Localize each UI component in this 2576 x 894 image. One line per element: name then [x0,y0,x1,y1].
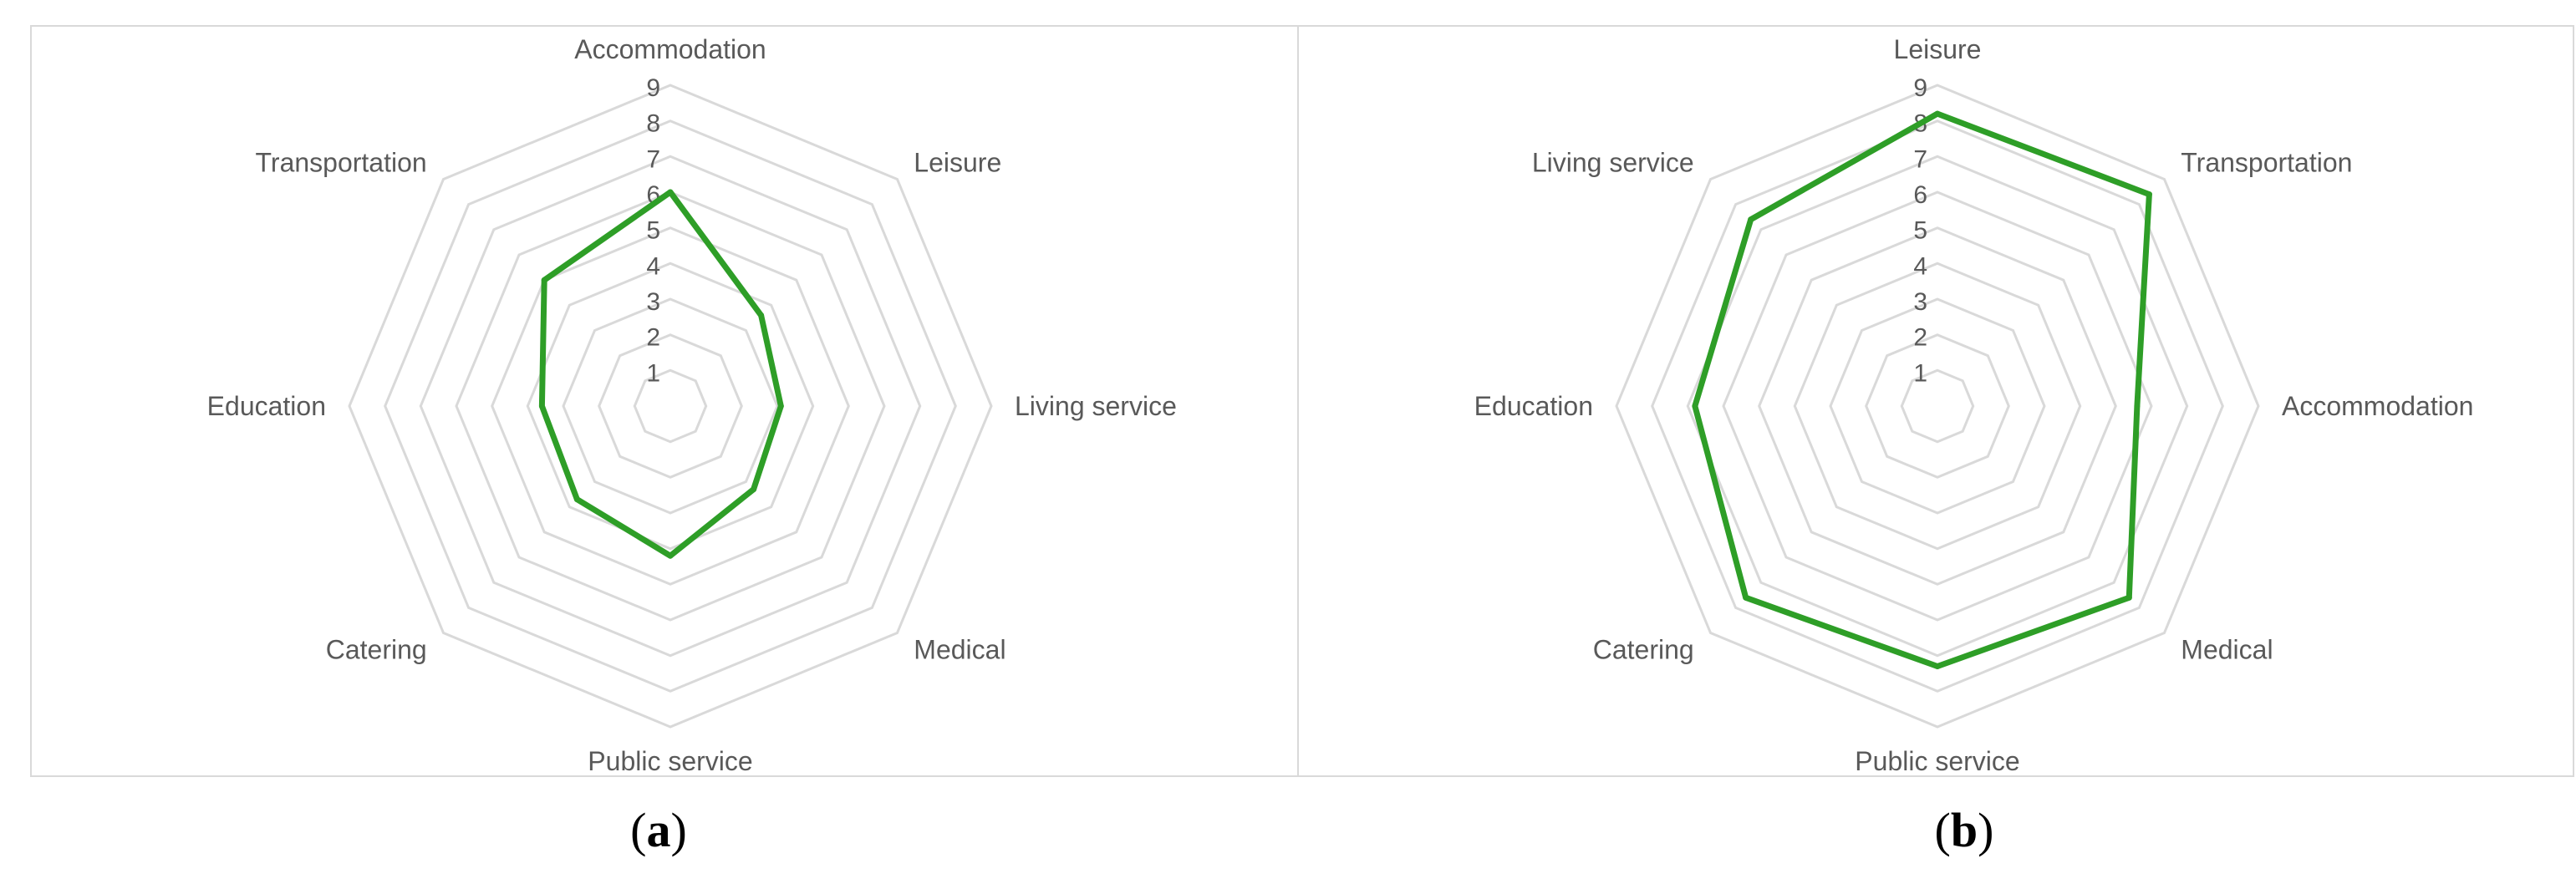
tick-label-1: 1 [646,359,660,387]
grid-ring-3 [562,297,779,515]
grid-ring-1 [633,368,708,444]
tick-label-2: 2 [646,324,660,352]
caption-a-letter: a [646,803,671,857]
tick-label-4: 4 [1913,252,1927,280]
radar-chart-a: 1 2 3 4 5 6 7 8 9 Accommodation Leisure Living serv… [30,25,1307,777]
data-point-accommodation [2134,403,2141,409]
grid-ring-5 [491,226,850,586]
data-point-public-service [1934,663,1941,669]
grid-ring-9 [1615,84,2260,729]
data-point-leisure [1934,110,1941,117]
grid-ring-2 [1865,333,2010,479]
radar-grid [348,84,993,729]
axis-label-living-service: Living service [1015,391,1177,421]
radar-grid [1615,84,2260,729]
axis-label-leisure: Leisure [1894,34,1982,64]
data-point-catering [1743,594,1749,601]
tick-label-9: 9 [646,74,660,102]
axis-label-catering: Catering [326,634,427,664]
axis-label-transportation: Transportation [2181,148,2352,178]
grid-ring-9 [348,84,993,729]
grid-ring-8 [384,119,957,693]
axis-label-accommodation: Accommodation [574,34,766,64]
data-point-accommodation [667,189,674,196]
data-point-medical [751,486,757,493]
axis-label-public-service: Public service [1855,746,2019,776]
tick-label-6: 6 [1913,181,1927,209]
grid-ring-6 [455,190,886,622]
axis-label-medical: Medical [914,634,1005,664]
data-point-catering [573,496,580,503]
data-point-education [1692,403,1698,409]
tick-label-7: 7 [646,145,660,173]
grid-ring-7 [419,155,922,658]
tick-label-2: 2 [1913,324,1927,352]
data-point-medical [2125,594,2132,601]
data-point-living-service [1748,216,1754,223]
data-point-living-service [777,403,784,409]
tick-label-3: 3 [1913,288,1927,316]
data-point-transportation [2146,191,2152,198]
data-point-education [538,403,545,409]
caption-b-letter: b [1950,803,1978,857]
data-point-public-service [667,552,674,559]
grid-ring-4 [1793,262,2082,551]
axis-label-transportation: Transportation [256,148,427,178]
axis-label-accommodation: Accommodation [2282,391,2473,421]
tick-label-7: 7 [1913,145,1927,173]
data-point-leisure [758,312,765,318]
grid-ring-4 [526,262,815,551]
tick-label-5: 5 [1913,217,1927,245]
axis-label-catering: Catering [1593,634,1694,664]
tick-label-5: 5 [646,217,660,245]
axis-label-living-service: Living service [1532,148,1694,178]
axis-label-leisure: Leisure [914,148,1001,178]
tick-label-1: 1 [1913,359,1927,387]
grid-ring-5 [1758,226,2117,586]
grid-ring-6 [1722,190,2153,622]
grid-ring-7 [1686,155,2189,658]
tick-label-4: 4 [646,252,660,280]
radar-chart-b: 1 2 3 4 5 6 7 8 9 Leisure Transportation Accommodat… [1297,25,2574,777]
grid-ring-3 [1829,297,2046,515]
tick-label-9: 9 [1913,74,1927,102]
tick-label-3: 3 [646,288,660,316]
axis-label-public-service: Public service [588,746,752,776]
grid-ring-2 [598,333,743,479]
caption-a: (a) [630,803,687,857]
axis-label-education: Education [1474,391,1593,421]
radar-chart-b-svg: 123456789LeisureTransportationAccommodat… [1474,34,2474,776]
caption-b: (b) [1934,803,1994,857]
axis-label-medical: Medical [2181,634,2273,664]
data-point-transportation [541,277,547,283]
grid-ring-1 [1900,368,1975,444]
tick-label-8: 8 [646,110,660,138]
axis-label-education: Education [207,391,326,421]
grid-ring-8 [1651,119,2224,693]
